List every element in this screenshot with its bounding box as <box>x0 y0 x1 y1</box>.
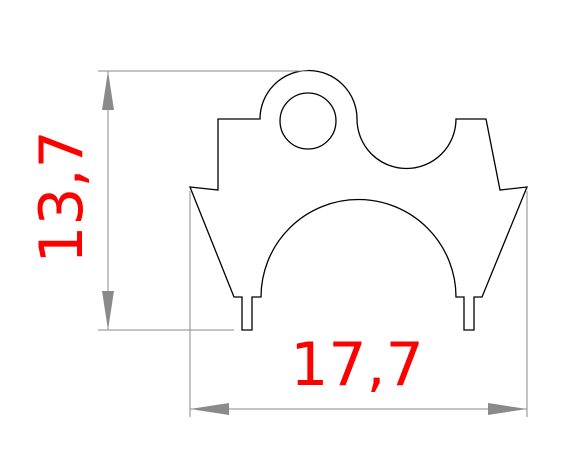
height-dimension-label: 13,7 <box>27 130 97 264</box>
mounting-hole <box>279 92 337 150</box>
extension-lines <box>98 70 528 417</box>
height-dimension <box>102 71 114 330</box>
part-contour <box>188 69 529 331</box>
width-dimension-label: 17,7 <box>290 330 424 400</box>
arrow-right-icon <box>488 403 527 415</box>
part-outline <box>188 69 529 331</box>
width-dimension <box>190 403 527 415</box>
arrow-left-icon <box>190 403 229 415</box>
arrow-down-icon <box>102 291 114 330</box>
arrow-up-icon <box>102 71 114 110</box>
